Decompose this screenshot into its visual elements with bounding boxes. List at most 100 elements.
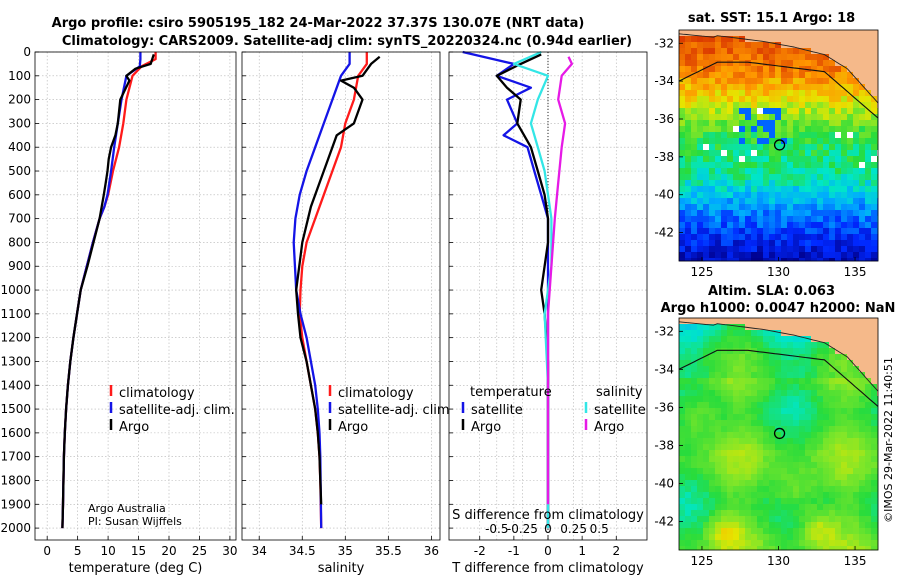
x-tick-label: 15 — [131, 544, 146, 558]
map-cell — [685, 384, 692, 391]
map-cell — [763, 318, 770, 325]
map-cell — [865, 384, 872, 391]
map-cell — [787, 126, 794, 133]
map-cell — [775, 102, 782, 109]
map-cell — [751, 90, 758, 97]
map-cell — [829, 456, 836, 463]
map-cell — [751, 168, 758, 175]
map-cell — [823, 84, 830, 91]
map-cell — [745, 138, 752, 145]
map-cell — [685, 174, 692, 181]
map-cell — [835, 78, 842, 85]
map-cell — [721, 450, 728, 457]
map-cell — [847, 444, 854, 451]
map-cell — [835, 492, 842, 499]
map-cell — [751, 174, 758, 181]
map-cell — [697, 54, 704, 61]
map-cell — [853, 420, 860, 427]
map-cell — [847, 234, 854, 241]
map-cell — [871, 522, 878, 529]
map-cell — [853, 114, 860, 121]
map-cell — [775, 228, 782, 235]
map-cell — [835, 72, 842, 79]
map-cell — [751, 444, 758, 451]
map-cell — [703, 522, 710, 529]
map-cell — [739, 468, 746, 475]
map-cell — [679, 54, 686, 61]
map-cell — [715, 42, 722, 49]
map-cell — [835, 378, 842, 385]
map-cell — [727, 132, 734, 139]
map-cell — [781, 342, 788, 349]
map-cell — [751, 360, 758, 367]
map-cell — [703, 60, 710, 67]
map-cell — [757, 444, 764, 451]
map-cell — [703, 138, 710, 145]
map-cell — [685, 102, 692, 109]
map-cell — [823, 210, 830, 217]
map-cell — [715, 210, 722, 217]
map-cell — [733, 162, 740, 169]
map-cell — [721, 84, 728, 91]
map-cell — [685, 204, 692, 211]
map-cell — [757, 348, 764, 355]
map-cell — [859, 546, 866, 551]
map-cell — [817, 180, 824, 187]
map-cell — [691, 30, 698, 37]
map-cell — [799, 114, 806, 121]
map-cell — [685, 132, 692, 139]
map-cell — [679, 390, 686, 397]
map-cell — [853, 216, 860, 223]
map-cell — [775, 384, 782, 391]
map-cell — [871, 492, 878, 499]
map-cell — [757, 48, 764, 55]
map-cell — [691, 174, 698, 181]
map-cell — [757, 54, 764, 61]
map-cell — [787, 474, 794, 481]
map-cell — [721, 204, 728, 211]
map-cell — [859, 138, 866, 145]
map-cell — [817, 486, 824, 493]
map-cell — [829, 528, 836, 535]
map-cell — [739, 198, 746, 205]
map-cell — [829, 444, 836, 451]
map-cell — [757, 318, 764, 325]
map-cell — [835, 486, 842, 493]
map-cell — [751, 402, 758, 409]
map-cell — [829, 228, 836, 235]
map-cell — [829, 36, 836, 43]
map-cell — [781, 168, 788, 175]
map-cell — [703, 36, 710, 43]
map-cell — [853, 210, 860, 217]
map-cell — [823, 108, 830, 115]
map-cell — [805, 342, 812, 349]
map-cell — [679, 546, 686, 551]
map-cell — [841, 492, 848, 499]
map-cell — [715, 378, 722, 385]
map-cell — [739, 528, 746, 535]
map-cell — [847, 324, 854, 331]
map-cell — [751, 102, 758, 109]
map-cell — [793, 462, 800, 469]
map-cell — [775, 222, 782, 229]
map-cell — [739, 492, 746, 499]
map-cell — [715, 366, 722, 373]
map-cell — [817, 318, 824, 325]
map-cell — [757, 528, 764, 535]
map-cell — [841, 42, 848, 49]
map-cell — [859, 162, 866, 169]
map-cell — [787, 90, 794, 97]
map-cell — [763, 426, 770, 433]
map-cell — [721, 186, 728, 193]
map-cell — [823, 348, 830, 355]
map-cell — [721, 246, 728, 253]
profile-location-marker — [773, 139, 786, 151]
map-cell — [775, 48, 782, 55]
map-cell — [787, 144, 794, 151]
map-cell — [697, 162, 704, 169]
map-cell — [715, 402, 722, 409]
map-cell — [847, 156, 854, 163]
map-cell — [733, 72, 740, 79]
map-cell — [679, 174, 686, 181]
map-cell — [781, 414, 788, 421]
